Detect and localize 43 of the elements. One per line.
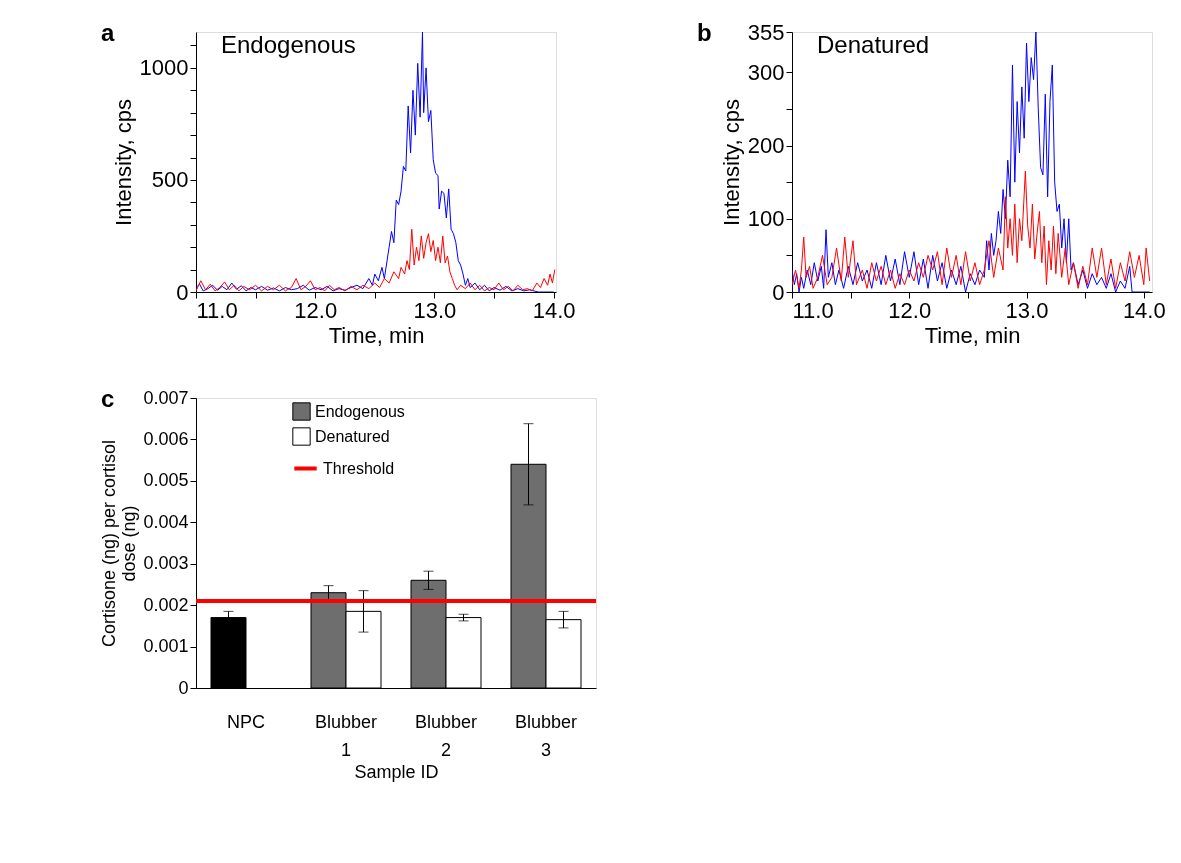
x-tick-label: Blubber 2 [414,711,478,760]
y-tick-label: 0.007 [143,387,189,408]
y-tick-label: 100 [747,206,785,232]
y-tick-label: 0.004 [143,511,189,532]
x-tick-label: 13.0 [413,297,457,323]
y-tick-label: 200 [747,133,785,159]
x-tick-label: 13.0 [1005,297,1049,323]
x-tick-label: 14.0 [532,297,576,323]
y-tick-label: 0.002 [143,594,189,615]
x-tick-label: NPC [226,711,266,732]
y-tick-label: 1000 [139,55,189,81]
x-axis-title: Time, min [924,322,1021,348]
y-axis-title: Intensity, cps [718,99,744,226]
legend-label: Endogenous [315,402,405,420]
legend-label: Denatured [315,427,390,445]
y-axis-title: Cortisone (ng) per cortisol dose (ng) [99,439,140,648]
x-tick-label: Blubber 1 [314,711,378,760]
x-tick-label: 11.0 [196,297,238,323]
y-tick-label: 0.001 [143,636,189,657]
x-tick-label: 11.0 [792,297,834,323]
y-tick-label: 355 [747,19,785,45]
chart-title: Denatured [817,31,930,58]
x-tick-label: 14.0 [1122,297,1166,323]
chart-title: Endogenous [221,31,356,58]
y-tick-label: 0.006 [143,428,189,449]
y-tick-label: 300 [747,59,785,85]
y-tick-label: 0 [176,279,189,305]
text: b [697,19,712,46]
y-tick-label: 0 [772,279,785,305]
x-tick-label: Blubber 3 [514,711,578,760]
y-tick-label: 0.005 [143,470,189,491]
y-tick-label: 0.003 [143,553,189,574]
y-axis-title: Intensity, cps [110,99,136,226]
text: c [101,385,115,412]
y-tick-label: 0 [178,677,189,698]
x-tick-label: 12.0 [888,297,932,323]
x-axis-title: Sample ID [354,761,439,782]
x-tick-label: 12.0 [294,297,338,323]
text: a [101,19,115,46]
legend-label: Threshold [323,459,395,477]
y-tick-label: 500 [151,167,189,193]
x-axis-title: Time, min [328,322,425,348]
line-series [792,170,1151,289]
